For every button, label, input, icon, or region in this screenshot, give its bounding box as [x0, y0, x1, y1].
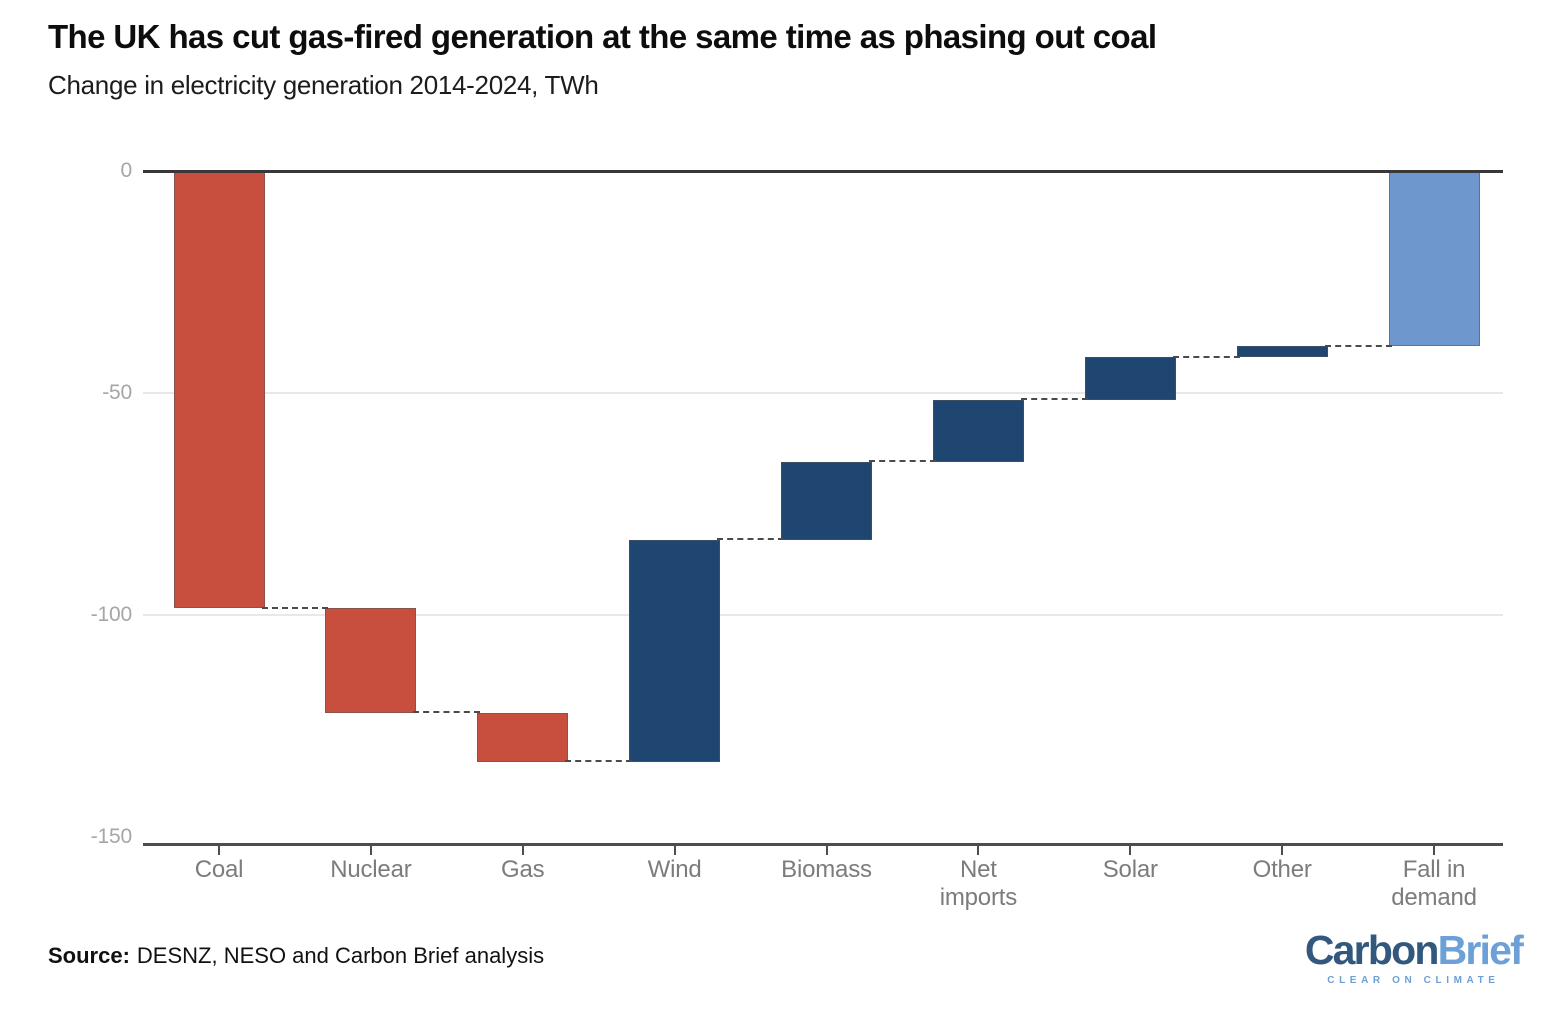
gridline	[143, 392, 1503, 394]
x-tick-label-gas: Gas	[501, 856, 545, 883]
x-tick-label-coal: Coal	[194, 856, 244, 883]
logo-wordmark: CarbonBrief	[1304, 927, 1524, 973]
connector	[1020, 398, 1088, 401]
x-tick-mark	[521, 846, 524, 855]
connector	[1172, 355, 1240, 358]
source-line: Source: DESNZ, NESO and Carbon Brief anal…	[48, 943, 544, 969]
connector	[717, 538, 784, 541]
chart-title: The UK has cut gas-fired generation at t…	[48, 18, 1157, 55]
x-tick-mark	[369, 846, 372, 855]
bar-solar	[1084, 357, 1176, 400]
x-tick-mark	[1129, 846, 1132, 855]
y-tick-label: -50	[102, 381, 132, 404]
x-tick-mark	[1281, 846, 1284, 855]
source-label: Source:	[48, 943, 130, 968]
connector	[869, 460, 936, 463]
x-tick-label-fall-in-demand: Fall in demand	[1391, 856, 1477, 911]
y-tick-label: -150	[90, 825, 132, 848]
connector	[413, 711, 481, 714]
logo-carbon: Carbon	[1304, 927, 1439, 973]
connector	[565, 760, 633, 763]
bar-coal	[173, 171, 265, 609]
connector	[1324, 344, 1392, 347]
x-tick-mark	[1433, 846, 1435, 855]
chart-subtitle: Change in electricity generation 2014-20…	[48, 70, 599, 100]
x-tick-mark	[825, 846, 828, 855]
logo-brief: Brief	[1437, 927, 1524, 973]
zero-axis-line	[143, 169, 1503, 173]
connector	[261, 606, 329, 609]
x-tick-label-biomass: Biomass	[781, 856, 872, 883]
logo-tagline: CLEAR ON CLIMATE	[1327, 975, 1500, 986]
bar-other	[1236, 346, 1328, 358]
x-tick-label-nuclear: Nuclear	[330, 856, 412, 883]
x-tick-label-net-imports: Net imports	[939, 856, 1018, 911]
bar-nuclear	[325, 608, 417, 713]
x-tick-mark	[977, 846, 980, 855]
x-tick-label-other: Other	[1252, 856, 1312, 883]
y-tick-label: -100	[90, 603, 132, 626]
bar-net-imports	[932, 399, 1024, 462]
x-tick-mark	[673, 846, 676, 855]
gridline	[143, 614, 1503, 616]
carbonbrief-logo: CarbonBrief CLEAR ON CLIMATE	[1304, 927, 1524, 986]
x-axis-line	[143, 843, 1503, 846]
y-tick-label: 0	[120, 159, 133, 182]
bar-gas	[477, 712, 569, 762]
x-tick-label-solar: Solar	[1102, 856, 1158, 883]
bar-biomass	[781, 461, 872, 540]
bar-fall-in-demand	[1388, 171, 1480, 347]
x-tick-mark	[218, 846, 220, 855]
bar-wind	[629, 539, 721, 762]
source-text: DESNZ, NESO and Carbon Brief analysis	[136, 943, 545, 968]
x-tick-label-wind: Wind	[647, 856, 702, 883]
